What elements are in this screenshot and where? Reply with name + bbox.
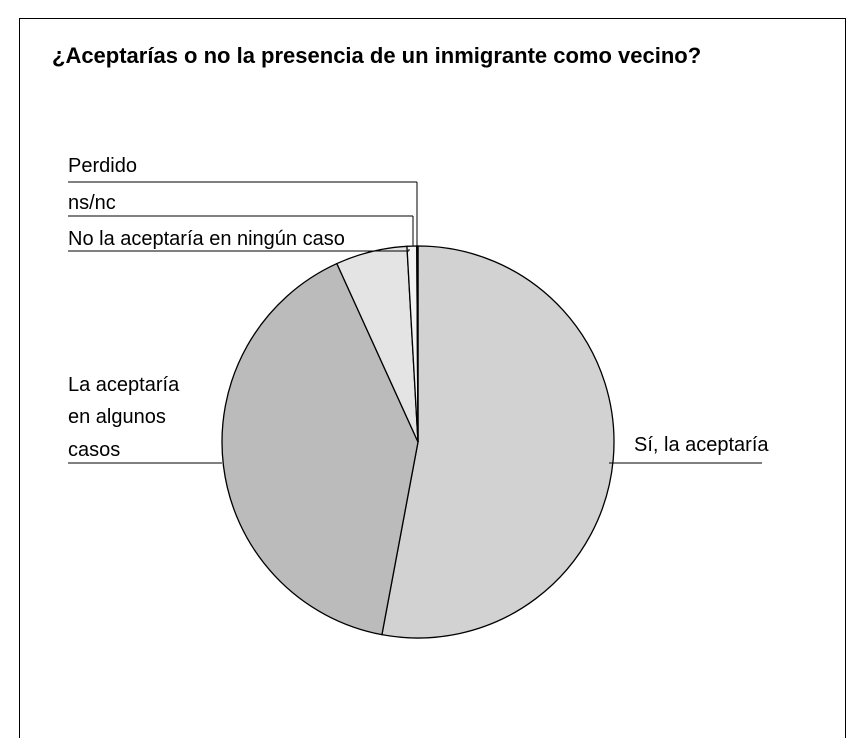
slice-label-0: Sí, la aceptaría (634, 434, 769, 456)
slice-label-1-line-1: en algunos (68, 406, 166, 428)
pie-slice-1 (221, 262, 419, 636)
pie-slice-0 (381, 245, 615, 639)
slice-label-2: No la aceptaría en ningún caso (68, 228, 345, 250)
slice-label-4: Perdido (68, 155, 137, 177)
slice-label-1-line-2: casos (68, 439, 120, 461)
pie-slice-4 (416, 245, 419, 443)
chart-title: ¿Aceptarías o no la presencia de un inmi… (52, 43, 702, 68)
slice-label-3: ns/nc (68, 192, 116, 214)
slice-label-1-line-0: La aceptaría (68, 374, 180, 396)
